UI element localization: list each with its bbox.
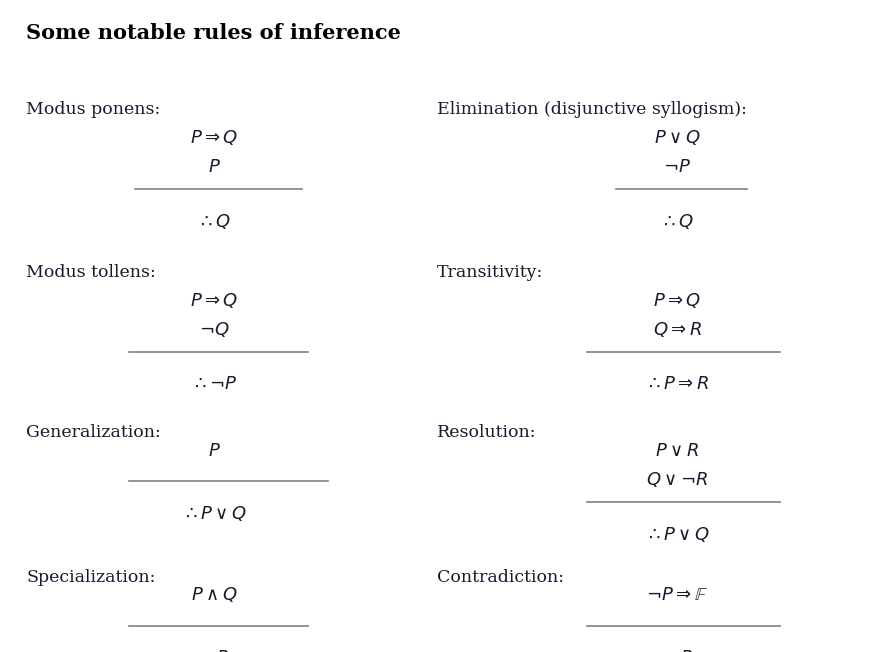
Text: $P \vee Q$: $P \vee Q$ bbox=[654, 128, 701, 147]
Text: $P \wedge Q$: $P \wedge Q$ bbox=[191, 585, 238, 604]
Text: $P \vee R$: $P \vee R$ bbox=[656, 441, 699, 460]
Text: Modus ponens:: Modus ponens: bbox=[26, 101, 161, 118]
Text: $\neg P$: $\neg P$ bbox=[663, 158, 691, 176]
Text: Resolution:: Resolution: bbox=[437, 424, 537, 441]
Text: Specialization:: Specialization: bbox=[26, 569, 156, 585]
Text: $\therefore Q$: $\therefore Q$ bbox=[198, 212, 231, 231]
Text: $\therefore P$: $\therefore P$ bbox=[662, 649, 693, 652]
Text: $\therefore P$: $\therefore P$ bbox=[198, 649, 230, 652]
Text: $P \Rightarrow Q$: $P \Rightarrow Q$ bbox=[190, 291, 239, 310]
Text: $\therefore Q$: $\therefore Q$ bbox=[661, 212, 694, 231]
Text: $Q \Rightarrow R$: $Q \Rightarrow R$ bbox=[653, 320, 702, 339]
Text: Contradiction:: Contradiction: bbox=[437, 569, 564, 585]
Text: $P$: $P$ bbox=[208, 441, 220, 460]
Text: Some notable rules of inference: Some notable rules of inference bbox=[26, 23, 401, 43]
Text: $\therefore P \vee Q$: $\therefore P \vee Q$ bbox=[182, 504, 246, 523]
Text: $\therefore \neg P$: $\therefore \neg P$ bbox=[191, 375, 238, 393]
Text: Generalization:: Generalization: bbox=[26, 424, 161, 441]
Text: $\neg Q$: $\neg Q$ bbox=[199, 320, 229, 339]
Text: $P \Rightarrow Q$: $P \Rightarrow Q$ bbox=[653, 291, 702, 310]
Text: $\therefore P \Rightarrow R$: $\therefore P \Rightarrow R$ bbox=[645, 375, 710, 393]
Text: $\therefore P \vee Q$: $\therefore P \vee Q$ bbox=[645, 525, 710, 544]
Text: Modus tollens:: Modus tollens: bbox=[26, 264, 156, 281]
Text: $P \Rightarrow Q$: $P \Rightarrow Q$ bbox=[190, 128, 239, 147]
Text: Transitivity:: Transitivity: bbox=[437, 264, 544, 281]
Text: $\neg P \Rightarrow \mathbb{F}$: $\neg P \Rightarrow \mathbb{F}$ bbox=[647, 586, 708, 604]
Text: $P$: $P$ bbox=[208, 158, 220, 176]
Text: Elimination (disjunctive syllogism):: Elimination (disjunctive syllogism): bbox=[437, 101, 747, 118]
Text: $Q \vee \neg R$: $Q \vee \neg R$ bbox=[646, 470, 709, 489]
